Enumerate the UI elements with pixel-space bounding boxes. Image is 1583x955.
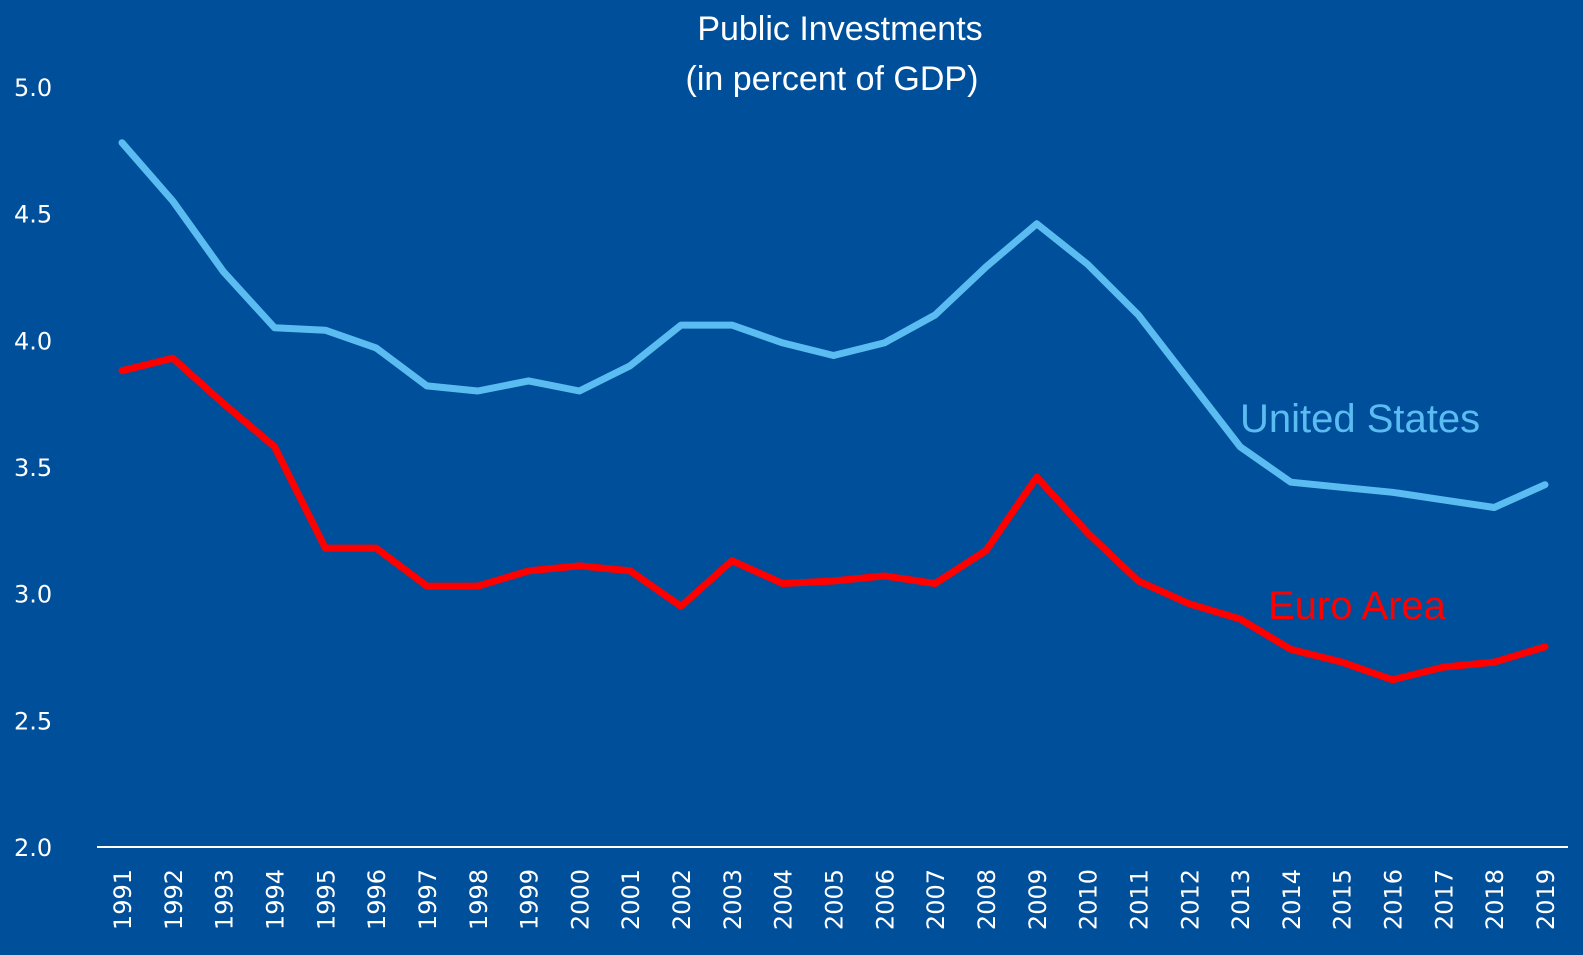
x-tick-label: 2002: [668, 869, 696, 930]
x-tick-label: 2015: [1329, 869, 1357, 930]
x-tick-label: 2016: [1380, 869, 1408, 930]
x-tick-label: 2019: [1532, 869, 1560, 930]
y-tick-label: 2.5: [14, 707, 52, 735]
x-tick-label: 1992: [160, 869, 188, 930]
y-tick-label: 5.0: [14, 74, 52, 102]
x-tick-label: 1997: [414, 869, 442, 930]
x-tick-label: 1995: [312, 869, 340, 930]
x-tick-label: 2004: [770, 869, 798, 930]
x-tick-label: 1994: [261, 869, 289, 930]
x-tick-label: 2008: [973, 869, 1001, 930]
y-tick-label: 4.0: [14, 327, 52, 355]
series-line: [118, 354, 1549, 684]
x-tick-label: 2013: [1227, 869, 1255, 930]
y-tick-label: 3.0: [14, 581, 52, 609]
chart-title: Public Investments: [697, 10, 982, 48]
x-tick-label: 2009: [1024, 869, 1052, 930]
x-tick-label: 2005: [821, 869, 849, 930]
y-tick-label: 3.5: [14, 454, 52, 482]
x-tick-label: 2018: [1481, 869, 1509, 930]
x-tick-label: 2011: [1125, 869, 1153, 930]
chart-subtitle: (in percent of GDP): [686, 60, 979, 98]
x-tick-label: 1998: [465, 869, 493, 930]
x-tick-label: 2014: [1278, 869, 1306, 930]
x-tick-label: 1993: [211, 869, 239, 930]
x-tick-label: 2012: [1176, 869, 1204, 930]
x-tick-label: 2017: [1430, 869, 1458, 930]
x-tick-label: 1999: [516, 869, 544, 930]
y-tick-label: 2.0: [14, 834, 52, 862]
x-tick-label: 2006: [871, 869, 899, 930]
x-tick-label: 2007: [922, 869, 950, 930]
x-tick-label: 2000: [566, 869, 594, 930]
series-line: [118, 139, 1549, 511]
x-tick-label: 2003: [719, 869, 747, 930]
series-label: Euro Area: [1268, 584, 1447, 628]
x-tick-label: 1991: [109, 869, 137, 930]
y-tick-label: 4.5: [14, 201, 52, 229]
x-tick-label: 1996: [363, 869, 391, 930]
x-tick-label: 2001: [617, 869, 645, 930]
series-label: United States: [1240, 397, 1480, 441]
x-tick-label: 2010: [1075, 869, 1103, 930]
